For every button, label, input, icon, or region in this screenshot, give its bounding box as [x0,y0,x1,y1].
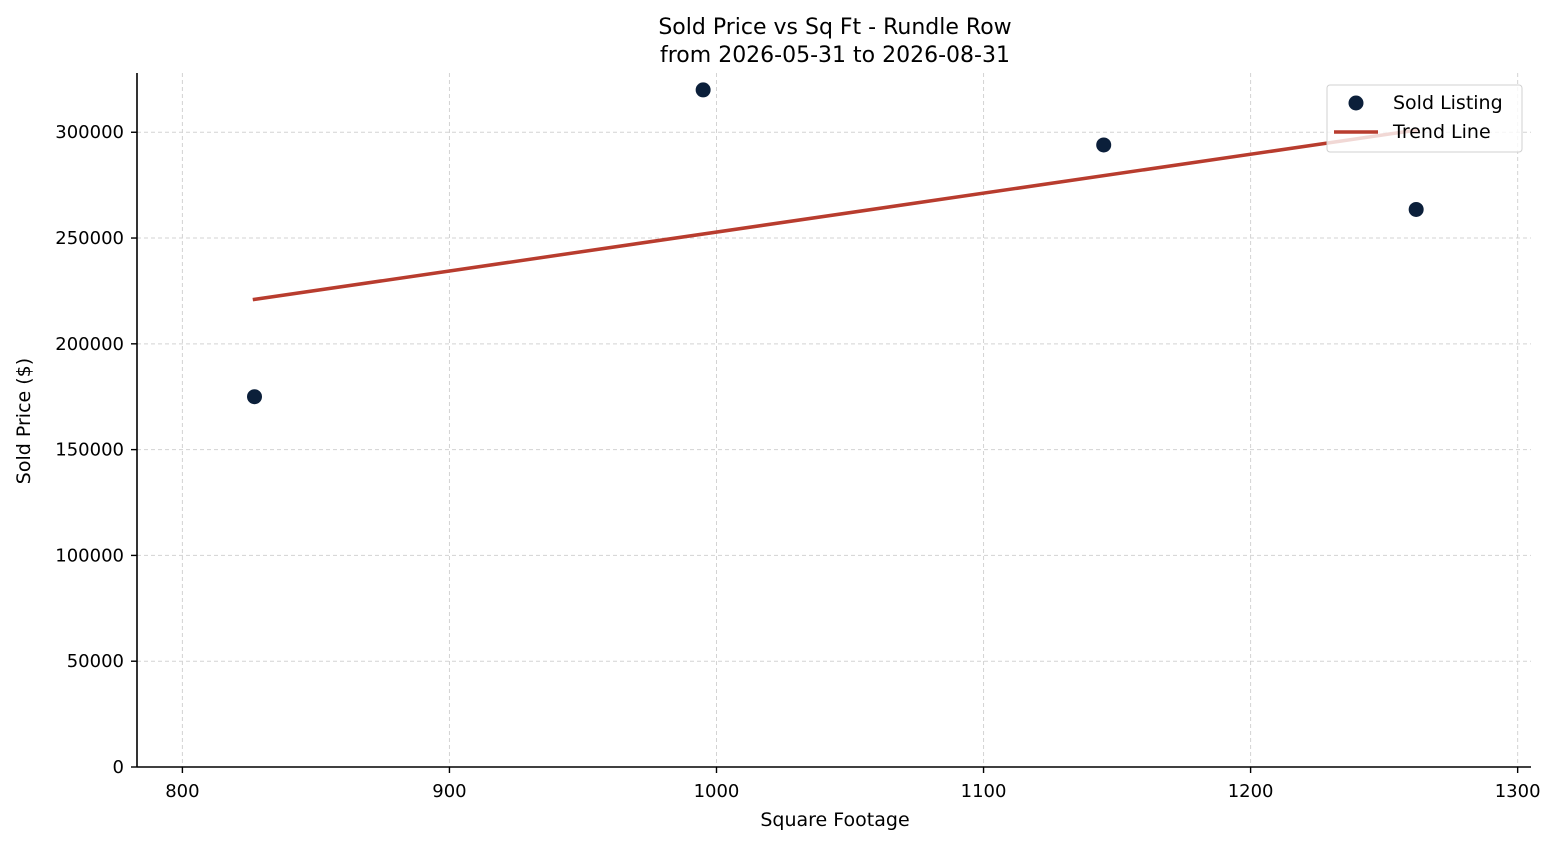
sold-listing-point [247,389,263,405]
legend-label-trend-line: Trend Line [1392,121,1491,143]
x-tick-label: 1300 [1495,781,1541,802]
sold-listing-point [1408,201,1424,217]
legend: Sold Listing Trend Line [1326,84,1523,153]
y-tick-label: 200000 [55,334,124,355]
y-tick-label: 0 [113,757,124,778]
chart-title: Sold Price vs Sq Ft - Rundle Row [658,15,1011,40]
grid [137,73,1531,768]
y-tick-label: 50000 [67,651,124,672]
y-axis-label: Sold Price ($) [13,358,35,484]
y-tick-label: 100000 [55,545,124,566]
legend-label-sold-listing: Sold Listing [1393,92,1503,114]
x-tick-label: 1200 [1228,781,1274,802]
x-tick-label: 1000 [694,781,740,802]
chart-subtitle: from 2026-05-31 to 2026-08-31 [660,43,1010,68]
plot-area [247,82,1424,405]
x-tick-label: 900 [432,781,466,802]
legend-frame [1326,84,1523,153]
sold-listing-point [695,82,711,98]
x-axis-label: Square Footage [760,809,909,831]
y-tick-label: 250000 [55,228,124,249]
legend-marker-sold-listing [1348,95,1364,111]
y-tick-label: 150000 [55,440,124,461]
sold-listing-point [1096,137,1112,153]
ticks: 800 900 1000 1100 1200 1300 0 50000 100000 150000… [55,122,1540,802]
axes [136,73,1531,768]
x-tick-label: 1100 [961,781,1007,802]
x-tick-label: 800 [165,781,199,802]
y-tick-label: 300000 [55,122,124,143]
trend-line [252,128,1419,302]
